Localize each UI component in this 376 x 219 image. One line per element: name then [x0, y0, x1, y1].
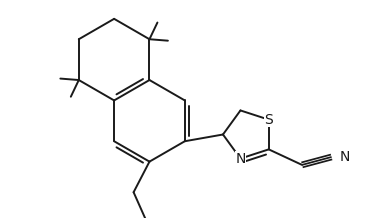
Text: N: N [340, 150, 350, 164]
Text: S: S [264, 113, 273, 127]
Text: N: N [235, 152, 246, 166]
